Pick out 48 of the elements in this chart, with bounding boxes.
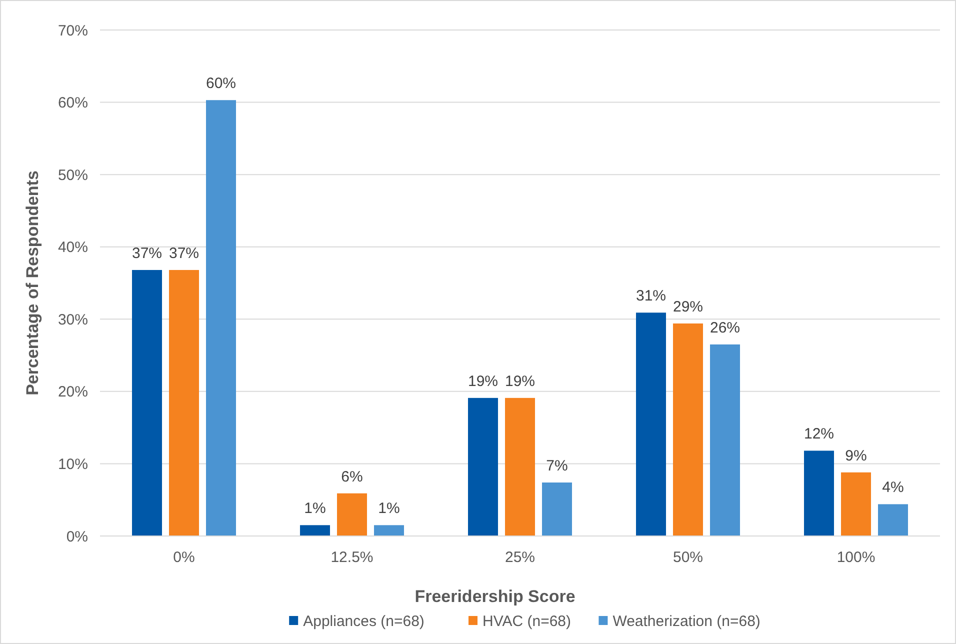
data-label: 1% [378, 500, 400, 518]
x-axis-title: Freeridership Score [414, 587, 576, 606]
data-label: 37% [168, 244, 200, 262]
x-tick-label: 0% [173, 549, 195, 566]
bar [841, 472, 871, 536]
y-tick-label: 60% [58, 94, 88, 112]
data-label: 9% [845, 447, 867, 464]
legend-label: HVAC (n=68) [482, 613, 572, 630]
bar [169, 270, 199, 536]
bar [374, 525, 404, 536]
bar [710, 344, 740, 536]
bar [206, 100, 236, 536]
x-tick-label: 50% [672, 549, 704, 566]
data-label: 19% [504, 372, 536, 390]
data-label: 7% [546, 458, 568, 475]
bar [468, 398, 498, 536]
bar [132, 270, 162, 536]
y-tick-label: 10% [58, 456, 88, 473]
x-tick-label: 25% [504, 549, 536, 566]
y-tick-label: 20% [58, 384, 88, 401]
bar [505, 398, 535, 536]
bar [337, 493, 367, 536]
bar [804, 450, 834, 536]
bar [636, 312, 666, 536]
data-label: 4% [882, 479, 904, 496]
data-label: 37% [132, 244, 162, 262]
y-tick-label: 40% [58, 239, 88, 256]
data-label: 60% [206, 75, 236, 92]
bar [878, 504, 908, 536]
bar [300, 525, 330, 536]
data-label: 19% [468, 372, 498, 390]
y-tick-label: 70% [58, 22, 88, 40]
legend-label: Appliances (n=68) [303, 613, 424, 630]
y-tick-label: 0% [66, 528, 88, 546]
data-label: 1% [304, 500, 326, 518]
x-tick-label: 100% [836, 549, 876, 566]
legend-label: Weatherization (n=68) [612, 613, 760, 630]
data-label: 12% [804, 426, 834, 443]
x-tick-label: 12.5% [330, 549, 374, 566]
y-tick-label: 30% [58, 311, 88, 328]
bar [673, 323, 703, 536]
data-label: 31% [636, 288, 666, 305]
data-label: 6% [341, 468, 363, 486]
data-label: 26% [710, 319, 740, 336]
y-axis-title: Percentage of Respondents [23, 170, 42, 396]
data-label: 29% [672, 298, 704, 316]
y-tick-label: 50% [58, 166, 88, 184]
bar [542, 482, 572, 536]
